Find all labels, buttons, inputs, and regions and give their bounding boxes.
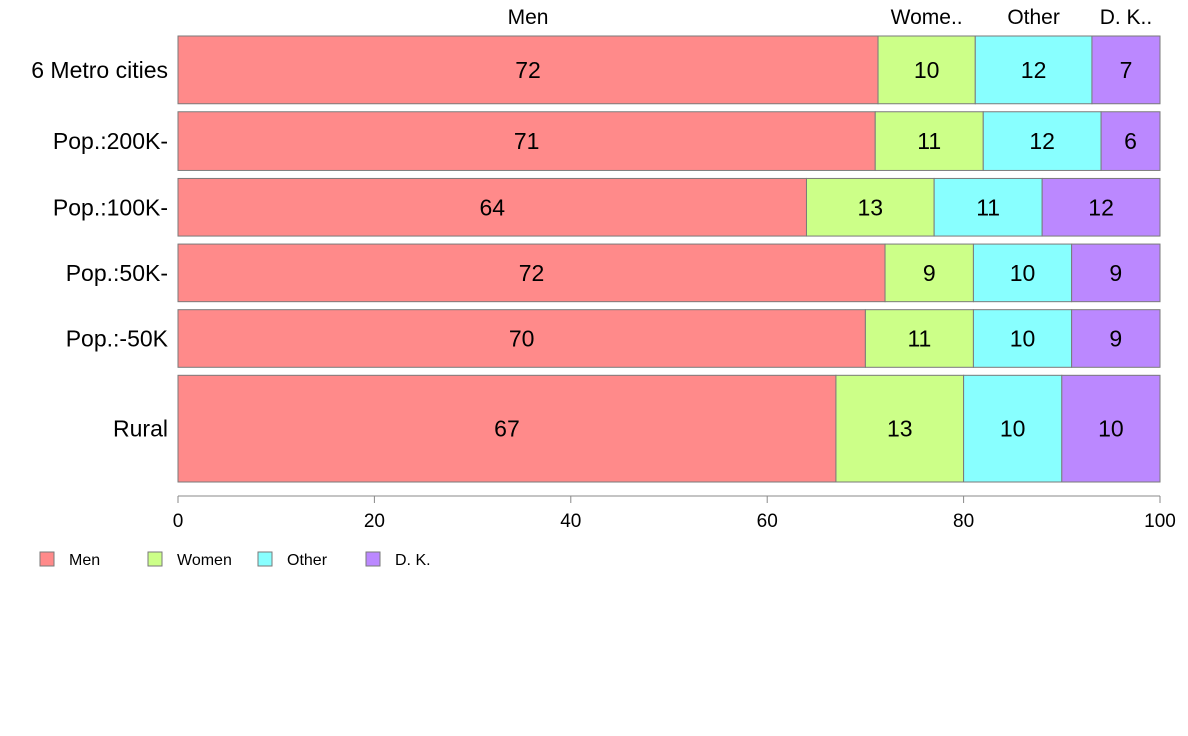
- bar-pop-100k-women: [805, 177, 935, 237]
- bar-label-pop-50k-d-k: 9: [1109, 260, 1122, 286]
- bar-rural-men: [177, 374, 837, 483]
- top-label-other: Other: [1007, 6, 1060, 29]
- bar-label-pop-200k-women: 11: [917, 128, 941, 154]
- bar-pop-50k-d-k: [1071, 309, 1161, 368]
- bar-pop-200k-women: [874, 111, 984, 171]
- bar-label-rural-women: 13: [887, 416, 913, 442]
- bar-label-pop-100k-d-k: 12: [1088, 194, 1114, 220]
- bar-pop-50k-women: [864, 309, 974, 368]
- bar-label-pop-200k-men: 71: [514, 128, 540, 154]
- bar-pop-50k-men: [177, 243, 886, 303]
- top-label-women: Wome..: [891, 6, 963, 29]
- x-tick-label-100: 100: [1144, 511, 1176, 532]
- bar-rural-d-k: [1061, 374, 1161, 483]
- category-label-pop-50k: Pop.:50K-: [66, 260, 168, 286]
- bar-pop-50k-other: [972, 309, 1073, 368]
- bar-rural-women: [835, 374, 965, 483]
- top-label-d-k: D. K..: [1100, 6, 1153, 29]
- legend-swatch-other: [257, 551, 273, 567]
- bar-pop-200k-men: [177, 111, 876, 171]
- x-axis: 0 20 40 60 80 100: [173, 495, 1176, 532]
- bar-label-pop-200k-d-k: 6: [1124, 128, 1137, 154]
- bar-label-pop-50k-men: 70: [509, 325, 535, 351]
- legend-label-other: Other: [287, 552, 328, 569]
- bar-6-metro-cities-d-k: [1091, 35, 1161, 105]
- x-tick-label-80: 80: [953, 511, 974, 532]
- bar-label-rural-d-k: 10: [1098, 416, 1124, 442]
- bar-label-pop-100k-women: 13: [858, 194, 884, 220]
- bar-label-pop-50k-women: 9: [923, 260, 936, 286]
- bar-label-pop-50k-d-k: 9: [1109, 325, 1122, 351]
- x-tick-label-40: 40: [560, 511, 581, 532]
- bars: 72 10 12 7 71 11 12 6 64 13 11 12 72 9 10 9 70 11 10 9 67 13 1…: [177, 35, 1161, 483]
- legend-label-men: Men: [69, 552, 100, 569]
- bar-label-pop-50k-women: 11: [907, 325, 931, 351]
- bar-pop-200k-d-k: [1100, 111, 1161, 171]
- bar-pop-50k-d-k: [1071, 243, 1161, 303]
- x-tick-label-0: 0: [173, 511, 184, 532]
- category-label-pop-50k: Pop.:-50K: [66, 325, 169, 351]
- legend-label-women: Women: [177, 552, 232, 569]
- bar-pop-100k-d-k: [1041, 177, 1161, 237]
- bar-label-6-metro-cities-other: 12: [1021, 57, 1047, 83]
- bar-pop-50k-men: [177, 309, 866, 368]
- bar-label-6-metro-cities-d-k: 7: [1120, 57, 1133, 83]
- category-label-pop-200k: Pop.:200K-: [53, 128, 168, 154]
- bar-label-rural-men: 67: [494, 416, 520, 442]
- bar-label-pop-200k-other: 12: [1029, 128, 1055, 154]
- bar-6-metro-cities-other: [974, 35, 1093, 105]
- bar-rural-other: [963, 374, 1063, 483]
- legend-swatch-women: [147, 551, 163, 567]
- legend-swatch-men: [39, 551, 55, 567]
- bar-pop-200k-other: [982, 111, 1102, 171]
- bar-label-pop-50k-men: 72: [519, 260, 545, 286]
- bar-label-6-metro-cities-men: 72: [515, 57, 541, 83]
- legend: Men Women Other D. K.: [39, 551, 431, 569]
- bar-label-pop-50k-other: 10: [1010, 260, 1036, 286]
- category-label-pop-100k: Pop.:100K-: [53, 194, 168, 220]
- bar-6-metro-cities-women: [877, 35, 976, 105]
- top-label-men: Men: [508, 6, 549, 29]
- category-labels: 6 Metro cities Pop.:200K- Pop.:100K- Pop.:5…: [31, 57, 168, 442]
- category-label-6-metro-cities: 6 Metro cities: [31, 57, 168, 83]
- legend-label-d-k: D. K.: [395, 552, 431, 569]
- bar-label-pop-100k-men: 64: [479, 194, 505, 220]
- bar-label-pop-50k-other: 10: [1010, 325, 1036, 351]
- bar-6-metro-cities-men: [177, 35, 879, 105]
- series-top-labels: Men Wome.. Other D. K..: [508, 6, 1153, 29]
- x-tick-label-60: 60: [757, 511, 778, 532]
- bar-label-pop-100k-other: 11: [976, 194, 1000, 220]
- x-tick-label-20: 20: [364, 511, 385, 532]
- bar-label-6-metro-cities-women: 10: [914, 57, 940, 83]
- legend-swatch-d-k: [365, 551, 381, 567]
- bar-label-rural-other: 10: [1000, 416, 1026, 442]
- category-label-rural: Rural: [113, 416, 168, 442]
- bar-pop-50k-women: [884, 243, 974, 303]
- bar-pop-100k-men: [177, 177, 807, 237]
